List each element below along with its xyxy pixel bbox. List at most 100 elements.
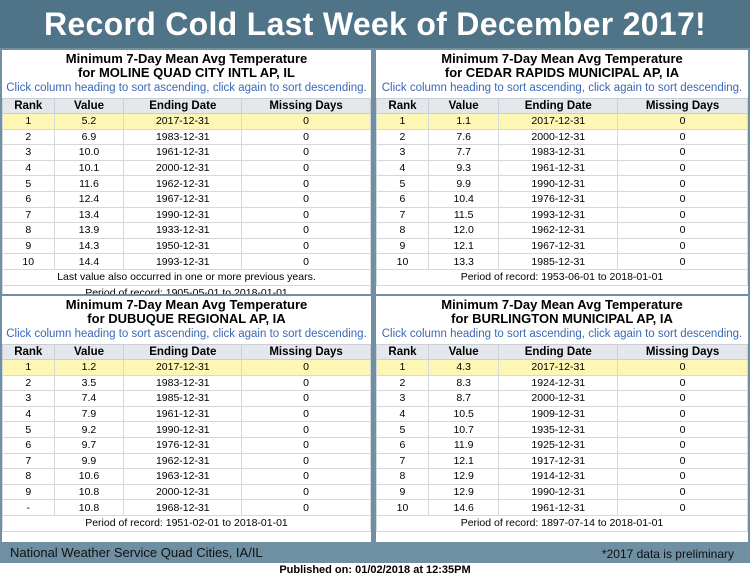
panel-burlington: Minimum 7-Day Mean Avg Temperature for BU… bbox=[376, 296, 748, 542]
cell-rank: 6 bbox=[2, 190, 55, 208]
column-header-value[interactable]: Value bbox=[53, 98, 125, 114]
cell-value: 9.3 bbox=[427, 159, 500, 177]
cell-value: 13.4 bbox=[53, 206, 125, 224]
table-row: 1 4.3 2017-12-31 0 bbox=[376, 359, 748, 376]
column-header-value[interactable]: Value bbox=[427, 344, 500, 360]
cell-value: 12.9 bbox=[427, 468, 500, 485]
column-header-value[interactable]: Value bbox=[427, 98, 500, 114]
table-row: -10.8 1968-12-31 0 bbox=[2, 499, 371, 516]
table-row: 4 7.9 1961-12-31 0 bbox=[2, 405, 371, 423]
cell-value: 10.8 bbox=[53, 483, 125, 501]
table-row: 9 10.8 2000-12-31 0 bbox=[2, 483, 371, 501]
station-name: for MOLINE QUAD CITY INTL AP, IL bbox=[78, 65, 295, 80]
column-header-rank[interactable]: Rank bbox=[2, 344, 55, 360]
records-table: Rank Value Ending Date Missing Days 1 4.3 2017… bbox=[376, 344, 748, 532]
cell-rank: 1 bbox=[376, 359, 429, 376]
column-header-ending-date[interactable]: Ending Date bbox=[123, 344, 243, 360]
cell-value: 9.9 bbox=[427, 175, 500, 192]
cell-ending-date: 1967-12-31 bbox=[123, 190, 243, 208]
column-header-rank[interactable]: Rank bbox=[2, 98, 55, 114]
table-row: 3 10.0 1961-12-31 0 bbox=[2, 144, 371, 161]
cell-missing-days: 0 bbox=[241, 483, 371, 501]
cell-ending-date: 1993-12-31 bbox=[123, 253, 243, 270]
table-row: 5 10.7 1935-12-31 0 bbox=[376, 421, 748, 438]
cell-rank: 2 bbox=[2, 128, 55, 146]
cell-ending-date: 2017-12-31 bbox=[123, 113, 243, 130]
records-table: Rank Value Ending Date Missing Days 1 1.1 2017… bbox=[376, 98, 748, 286]
column-header-rank[interactable]: Rank bbox=[376, 98, 429, 114]
table-row: 7 9.9 1962-12-31 0 bbox=[2, 452, 371, 470]
station-name: for CEDAR RAPIDS MUNICIPAL AP, IA bbox=[444, 65, 680, 80]
cell-ending-date: 1962-12-31 bbox=[123, 175, 243, 192]
cell-value: 8.3 bbox=[427, 374, 500, 392]
column-header-ending-date[interactable]: Ending Date bbox=[498, 98, 619, 114]
cell-value: 4.3 bbox=[427, 359, 500, 376]
cell-ending-date: 1961-12-31 bbox=[498, 499, 619, 516]
panel-dubuque: Minimum 7-Day Mean Avg Temperature for DU… bbox=[2, 296, 371, 542]
table-row: 9 12.1 1967-12-31 0 bbox=[376, 237, 748, 255]
cell-missing-days: 0 bbox=[617, 374, 748, 392]
cell-ending-date: 1962-12-31 bbox=[498, 222, 619, 239]
cell-ending-date: 2000-12-31 bbox=[498, 128, 619, 146]
cell-rank: 8 bbox=[2, 222, 55, 239]
panel-title: Minimum 7-Day Mean Avg Temperature bbox=[441, 297, 683, 312]
cell-missing-days: 0 bbox=[241, 253, 371, 270]
table-row: 2 3.5 1983-12-31 0 bbox=[2, 374, 371, 392]
sort-hint: Click column heading to sort ascending, … bbox=[381, 82, 743, 94]
table-row: 10 14.4 1993-12-31 0 bbox=[2, 253, 371, 270]
cell-value: 10.7 bbox=[427, 421, 500, 438]
cell-missing-days: 0 bbox=[241, 452, 371, 470]
cell-ending-date: 1963-12-31 bbox=[123, 468, 243, 485]
cell-ending-date: 1976-12-31 bbox=[498, 190, 619, 208]
cell-ending-date: 1983-12-31 bbox=[123, 374, 243, 392]
cell-ending-date: 2000-12-31 bbox=[123, 483, 243, 501]
cell-missing-days: 0 bbox=[241, 421, 371, 438]
cell-missing-days: 0 bbox=[617, 206, 748, 224]
table-row: 1 1.1 2017-12-31 0 bbox=[376, 113, 748, 130]
cell-missing-days: 0 bbox=[617, 405, 748, 423]
cell-rank: 10 bbox=[376, 253, 429, 270]
cell-missing-days: 0 bbox=[617, 190, 748, 208]
column-header-missing-days[interactable]: Missing Days bbox=[617, 98, 748, 114]
cell-rank: 6 bbox=[376, 190, 429, 208]
cell-missing-days: 0 bbox=[617, 144, 748, 161]
cell-value: 1.2 bbox=[53, 359, 125, 376]
slide-title: Record Cold Last Week of December 2017! bbox=[0, 0, 750, 48]
cell-missing-days: 0 bbox=[617, 483, 748, 501]
cell-rank: 5 bbox=[2, 421, 55, 438]
cell-missing-days: 0 bbox=[241, 390, 371, 407]
cell-ending-date: 1925-12-31 bbox=[498, 436, 619, 454]
cell-value: 12.1 bbox=[427, 237, 500, 255]
cell-value: 10.5 bbox=[427, 405, 500, 423]
column-header-missing-days[interactable]: Missing Days bbox=[241, 98, 371, 114]
cell-ending-date: 1914-12-31 bbox=[498, 468, 619, 485]
column-header-value[interactable]: Value bbox=[53, 344, 125, 360]
cell-rank: 2 bbox=[2, 374, 55, 392]
cell-rank: 1 bbox=[2, 359, 55, 376]
cell-value: 14.6 bbox=[427, 499, 500, 516]
cell-value: 10.4 bbox=[427, 190, 500, 208]
column-header-rank[interactable]: Rank bbox=[376, 344, 429, 360]
cell-missing-days: 0 bbox=[617, 222, 748, 239]
panel-title: Minimum 7-Day Mean Avg Temperature bbox=[441, 51, 683, 66]
table-row: 10 14.6 1961-12-31 0 bbox=[376, 499, 748, 516]
tie-note: Last value also occurred in one or more … bbox=[2, 268, 371, 286]
cell-ending-date: 2017-12-31 bbox=[498, 113, 619, 130]
column-header-ending-date[interactable]: Ending Date bbox=[498, 344, 619, 360]
table-row: 5 9.2 1990-12-31 0 bbox=[2, 421, 371, 438]
published-date: Published on: 01/02/2018 at 12:35PM bbox=[279, 564, 471, 576]
cell-rank: 3 bbox=[2, 144, 55, 161]
column-header-missing-days[interactable]: Missing Days bbox=[617, 344, 748, 360]
cell-ending-date: 1950-12-31 bbox=[123, 237, 243, 255]
preliminary-note: *2017 data is preliminary bbox=[601, 547, 734, 561]
cell-value: 6.9 bbox=[53, 128, 125, 146]
cell-value: 1.1 bbox=[427, 113, 500, 130]
cell-value: 11.9 bbox=[427, 436, 500, 454]
cell-missing-days: 0 bbox=[241, 144, 371, 161]
column-header-ending-date[interactable]: Ending Date bbox=[123, 98, 243, 114]
cell-ending-date: 1967-12-31 bbox=[498, 237, 619, 255]
column-header-missing-days[interactable]: Missing Days bbox=[241, 344, 371, 360]
cell-rank: 9 bbox=[2, 237, 55, 255]
cell-value: 12.4 bbox=[53, 190, 125, 208]
cell-missing-days: 0 bbox=[241, 499, 371, 516]
